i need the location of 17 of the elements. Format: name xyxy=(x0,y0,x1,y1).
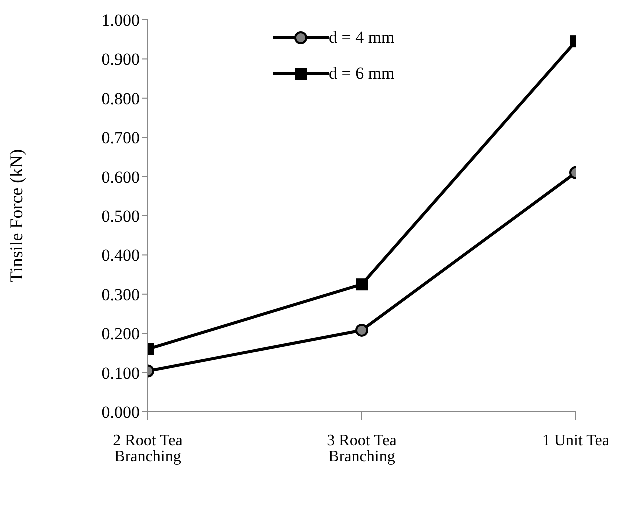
y-tick-label: 0.800 xyxy=(102,89,140,108)
legend-label: d = 6 mm xyxy=(329,64,395,84)
y-tick-label: 0.700 xyxy=(102,128,140,148)
x-tick-label: 3 Root Tea Branching xyxy=(327,432,397,466)
x-tick-label: 1 Unit Tea xyxy=(542,432,610,450)
y-tick-label: 0.500 xyxy=(102,207,140,226)
x-tick-label: 2 Root Tea Branching xyxy=(113,432,183,466)
y-tick-label: 0.200 xyxy=(102,324,140,344)
y-axis-title: Tinsile Force (kN) xyxy=(6,149,26,283)
y-tick-label: 0.600 xyxy=(102,168,140,187)
y-tick-label: 1.000 xyxy=(102,11,140,30)
y-tick-label: 0.100 xyxy=(102,364,140,383)
y-tick-label: 0.300 xyxy=(102,285,140,304)
y-tick-label: 0.400 xyxy=(102,246,140,266)
y-tick-label: 0.900 xyxy=(102,50,140,70)
legend-label: d = 4 mm xyxy=(329,28,395,48)
y-tick-label: 0.000 xyxy=(102,403,140,422)
